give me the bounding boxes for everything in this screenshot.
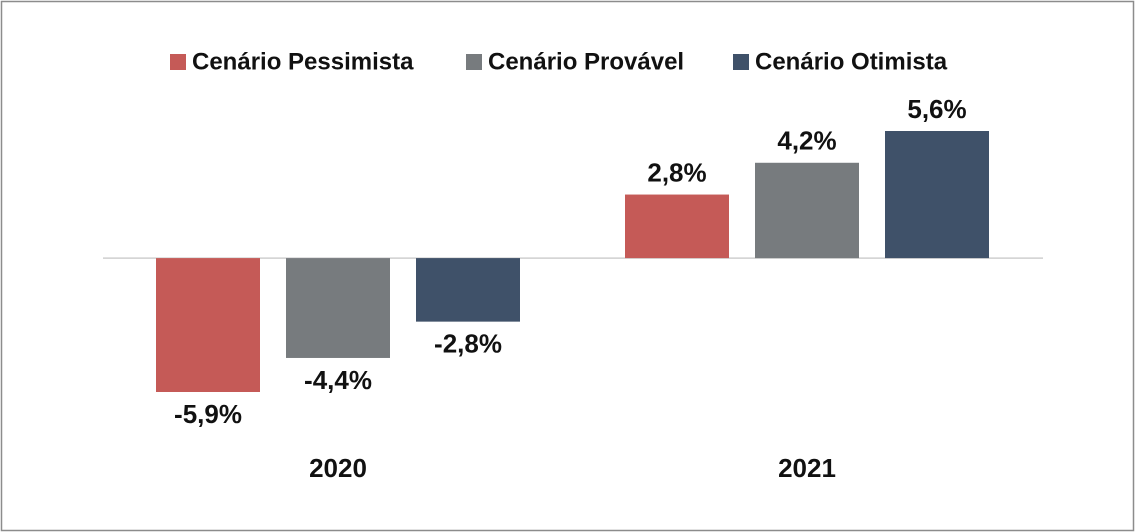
legend-swatch [170,54,186,70]
bar [885,131,989,259]
bar [416,258,520,322]
x-tick-label: 2021 [778,453,836,483]
value-label: -5,9% [174,399,242,429]
legend-swatch [466,54,482,70]
legend-label: Cenário Pessimista [192,48,414,75]
value-label: -4,4% [304,365,372,395]
legend-label: Cenário Provável [488,48,684,75]
x-tick-label: 2020 [309,453,367,483]
value-label: 2,8% [647,157,706,187]
bar [286,258,390,358]
bar [625,194,729,259]
value-label: 5,6% [907,94,966,124]
bar [755,162,859,259]
bar [156,258,260,392]
value-label: 4,2% [777,126,836,156]
legend-swatch [733,54,749,70]
value-label: -2,8% [434,329,502,359]
legend-label: Cenário Otimista [755,48,948,75]
